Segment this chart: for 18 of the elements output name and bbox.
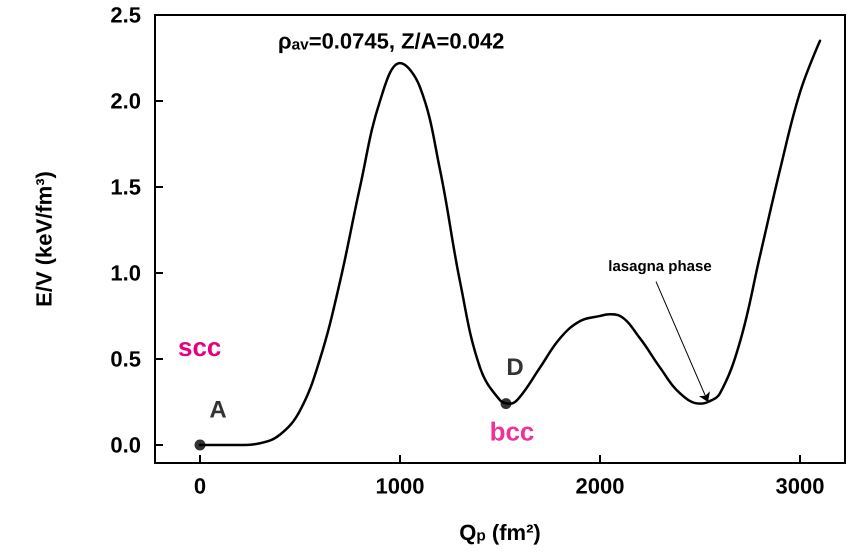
y-tick-label: 2.5 [110,2,141,28]
y-tick-label: 0.0 [110,432,141,458]
x-tick-label: 3000 [776,474,824,498]
y-tick-label: 1.5 [110,174,141,200]
annotation: scc [178,332,222,362]
x-tick-label: 2000 [576,474,624,498]
x-tick-label: 0 [194,474,206,498]
y-tick-label: 0.5 [110,346,141,372]
x-axis-title: Qp (fm²) [459,520,541,545]
y-tick-label: 1.0 [110,260,141,286]
x-tick-label: 1000 [376,474,424,498]
annotation: ρav=0.0745, Z/A=0.042 [278,28,504,54]
annotation: A [209,396,227,424]
annotation: D [506,354,524,382]
annotation: bcc [490,416,534,447]
annotation: lasagna phase [608,258,712,276]
y-tick-label: 2.0 [110,88,141,114]
y-axis-title: E/V (keV/fm³) [32,171,56,307]
